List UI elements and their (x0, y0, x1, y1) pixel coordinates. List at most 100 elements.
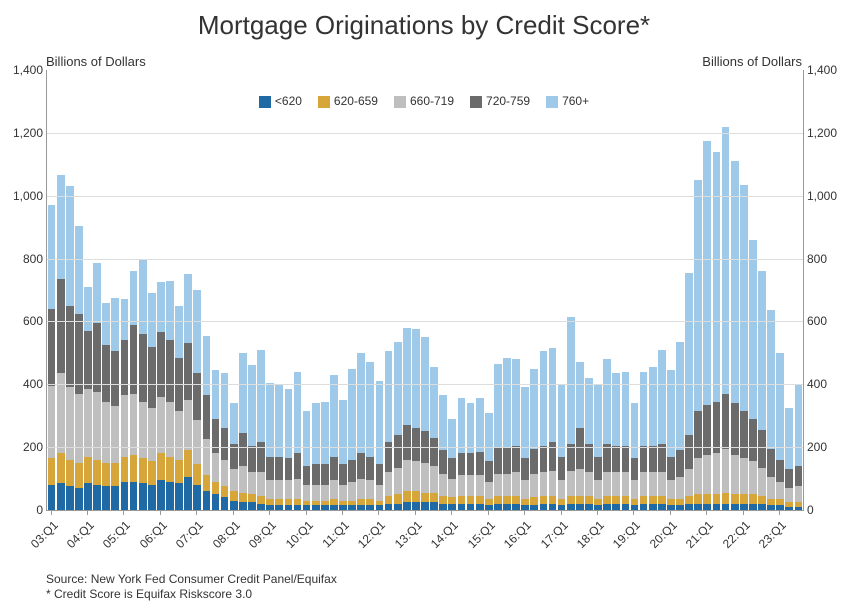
bar-segment-s760p (385, 351, 393, 442)
bar-segment-s760p (376, 381, 384, 464)
bar-segment-s720_759 (275, 457, 283, 481)
bar (467, 403, 475, 510)
bar-segment-s720_759 (785, 469, 793, 488)
x-tick: 03:Q1 (27, 518, 60, 551)
x-tick: 04:Q1 (64, 518, 97, 551)
bar-segment-s620_659 (339, 501, 347, 506)
bar-segment-s720_759 (66, 306, 74, 388)
bar (130, 271, 138, 510)
bar-segment-s620_659 (275, 499, 283, 505)
bar-segment-s660_719 (193, 420, 201, 464)
bar-segment-s620_659 (631, 499, 639, 505)
bar-segment-s660_719 (612, 472, 620, 496)
bar-segment-s620_659 (239, 493, 247, 502)
y-tick-right: 1,200 (807, 126, 847, 140)
bar-segment-s720_759 (448, 458, 456, 478)
bar-segment-s620_659 (740, 494, 748, 503)
bar-segment-lt620 (130, 482, 138, 510)
legend-swatch (470, 96, 482, 108)
bar-segment-lt620 (403, 502, 411, 510)
bar-segment-s620_659 (248, 494, 256, 502)
bar-segment-s660_719 (303, 485, 311, 501)
bar-segment-s620_659 (130, 455, 138, 482)
bar-segment-s760p (111, 298, 119, 351)
bar-segment-lt620 (148, 485, 156, 510)
bar-segment-s760p (467, 403, 475, 453)
y-tick-left: 1,400 (3, 63, 43, 77)
bar-segment-s720_759 (139, 334, 147, 402)
bar-segment-s760p (749, 240, 757, 419)
bar (330, 375, 338, 510)
bar-segment-s660_719 (285, 480, 293, 499)
bar-segment-s760p (795, 384, 803, 466)
bar-segment-s660_719 (312, 485, 320, 501)
bar-segment-s620_659 (430, 493, 438, 502)
bar-segment-s660_719 (102, 402, 110, 463)
bar-segment-s660_719 (430, 466, 438, 493)
bar-segment-s620_659 (512, 496, 520, 504)
bar-segment-s660_719 (348, 482, 356, 501)
chart-footnote: Source: New York Fed Consumer Credit Pan… (46, 572, 337, 603)
legend-label: <620 (275, 94, 302, 108)
bar-segment-s760p (631, 403, 639, 458)
bar-segment-s620_659 (157, 453, 165, 480)
bar-segment-s720_759 (93, 323, 101, 392)
x-tick: 16:Q1 (501, 518, 534, 551)
bar-segment-s720_759 (184, 343, 192, 400)
bar (758, 271, 766, 510)
y-tick-right: 1,400 (807, 63, 847, 77)
bar (157, 282, 165, 510)
bar (649, 367, 657, 510)
legend-item-s660_719: 660-719 (394, 94, 454, 108)
bar (239, 353, 247, 510)
bar (312, 403, 320, 510)
bar-segment-s760p (148, 293, 156, 346)
bar-segment-s760p (48, 205, 56, 309)
bar-segment-s760p (685, 273, 693, 435)
bar (403, 328, 411, 510)
bar-segment-s720_759 (622, 446, 630, 473)
x-tick: 06:Q1 (137, 518, 170, 551)
bar-segment-s660_719 (585, 472, 593, 496)
bar-segment-s760p (767, 310, 775, 448)
bar-segment-lt620 (394, 504, 402, 510)
bar (93, 263, 101, 510)
bar-segment-s660_719 (93, 392, 101, 460)
bar-segment-lt620 (193, 485, 201, 510)
bar-segment-s760p (622, 372, 630, 446)
bar-segment-s660_719 (685, 469, 693, 496)
bar-segment-s660_719 (476, 475, 484, 495)
bar-segment-s760p (476, 398, 484, 451)
bar-segment-s620_659 (57, 453, 65, 483)
bar-segment-s720_759 (576, 428, 584, 469)
bar-segment-s720_759 (348, 460, 356, 482)
bar-segment-s720_759 (166, 340, 174, 401)
y-axis-label-left: Billions of Dollars (46, 54, 146, 69)
bar (184, 274, 192, 510)
bar-segment-lt620 (257, 504, 265, 510)
bar-segment-lt620 (312, 505, 320, 510)
bar-segment-s760p (184, 274, 192, 343)
bar (357, 353, 365, 510)
bar-segment-s620_659 (184, 450, 192, 477)
bar (694, 180, 702, 510)
bar (740, 185, 748, 510)
bar (658, 350, 666, 510)
bar-segment-lt620 (239, 502, 247, 510)
bar-segment-s720_759 (157, 332, 165, 396)
bar-segment-s760p (166, 281, 174, 341)
bar-segment-s760p (731, 161, 739, 403)
bar-segment-s720_759 (212, 419, 220, 454)
bar-segment-lt620 (494, 504, 502, 510)
bar-segment-s760p (776, 353, 784, 460)
bar-segment-s660_719 (558, 480, 566, 499)
bar-segment-s620_659 (549, 496, 557, 504)
bar-segment-s720_759 (285, 458, 293, 480)
bar-segment-s620_659 (102, 463, 110, 487)
bar-segment-s720_759 (658, 444, 666, 472)
bar-segment-s660_719 (713, 453, 721, 494)
bar-segment-lt620 (321, 505, 329, 510)
bar (622, 372, 630, 510)
bar-segment-s720_759 (685, 435, 693, 470)
bar-segment-s660_719 (658, 472, 666, 496)
